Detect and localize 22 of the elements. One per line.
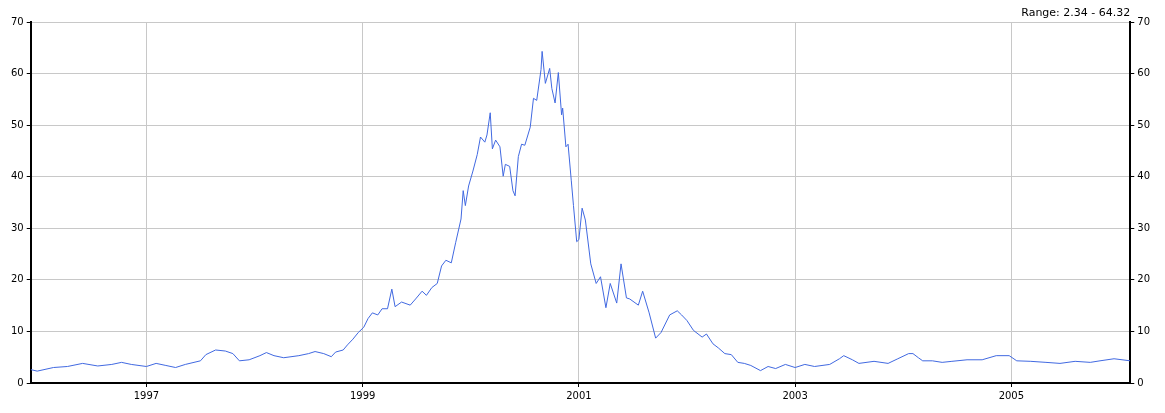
y2-tick-label: 40: [1137, 170, 1151, 182]
y-tick-label: 10: [10, 325, 24, 337]
y-tick-label: 30: [10, 221, 24, 233]
y-tick-label: 70: [10, 15, 24, 27]
y-tick-label: 50: [10, 118, 24, 130]
y2-tick-label: 10: [1137, 325, 1151, 337]
x-tick-label: 2003: [782, 389, 808, 401]
x-tick-label: 1999: [349, 389, 376, 401]
y-tick-label: 20: [10, 273, 24, 285]
y2-tick-label: 70: [1137, 15, 1151, 27]
y-tick-label: 40: [10, 170, 24, 182]
y2-tick-label: 60: [1137, 67, 1151, 79]
y2-tick-label: 20: [1137, 273, 1151, 285]
x-tick-label: 1997: [133, 389, 160, 401]
y-tick-label: 60: [10, 67, 24, 79]
y2-tick-label: 30: [1137, 221, 1151, 233]
y2-tick-label: 0: [1137, 376, 1144, 388]
x-tick-label: 2001: [566, 389, 592, 401]
y2-tick-label: 50: [1137, 118, 1151, 130]
text: Range: 2.34 - 64.32: [1021, 6, 1131, 20]
y-tick-label: 0: [17, 376, 24, 388]
x-tick-label: 2005: [998, 389, 1025, 401]
